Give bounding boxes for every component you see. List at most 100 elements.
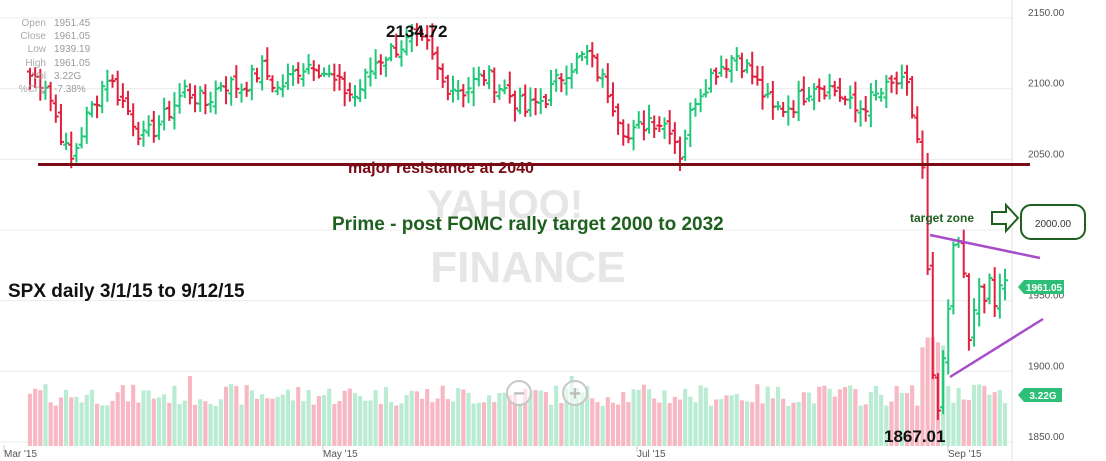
volume-bar [626,401,631,446]
volume-bar [456,388,461,446]
volume-bar [43,384,48,446]
volume-bar [435,398,440,446]
volume-bar [368,400,373,446]
volume-bar [84,394,89,446]
volume-bar [879,394,884,446]
volume-bar [419,398,425,446]
volume-bar [254,398,260,446]
volume-bar [497,393,502,446]
volume-bar [265,398,270,446]
y-tick-label: 1950.00 [1028,291,1065,302]
volume-bar [1002,403,1008,446]
info-panel: Open 1951.45 Close 1961.05 Low 1939.19 High… [4,17,90,96]
volume-bar [750,402,755,446]
volume-bar [858,405,863,446]
volume-bar [440,385,445,446]
volume-bar [884,405,889,446]
volume-tag-value: 3.22G [1029,391,1056,402]
volume-bar [564,388,569,446]
volume-bar [280,394,285,446]
volume-bar [172,385,177,446]
volume-bar [120,385,125,446]
volume-bar [105,405,110,446]
volume-bar [306,389,311,446]
volume-bar [239,404,244,446]
zoom-out-button[interactable]: − [506,380,532,406]
volume-bar [719,399,724,446]
volume-bar [48,402,53,446]
volume-bar [177,404,182,446]
volume-bar [182,400,187,446]
volume-bar [657,402,662,446]
y-tick-label: 2100.00 [1028,79,1065,90]
volume-bar [198,399,203,446]
zoom-in-icon: + [569,383,581,405]
volume-bar [528,391,533,446]
volume-bar [461,389,466,446]
volume-bar [507,394,512,446]
volume-bar [146,390,151,446]
x-tick-label: Sep '15 [948,449,982,460]
volume-bar [961,399,966,446]
volume-bar [786,405,791,446]
volume-bar [930,337,935,446]
volume-bar [167,402,172,446]
volume-bar [863,404,868,446]
volume-bar [683,388,688,446]
volume-bar [734,394,739,446]
volume-bar [559,403,564,446]
volume-bar [332,404,337,446]
volume-bar [765,386,770,446]
volume-bar [543,391,548,446]
volume-bar [533,390,538,446]
volume-bar [492,402,497,446]
volume-bar [946,386,951,446]
info-row-high: High 1961.05 [4,57,90,70]
volume-bar [151,398,156,446]
volume-bar [605,397,610,446]
volume-bar [915,405,920,446]
volume-bar [616,404,621,446]
volume-bar [481,402,487,446]
yahoo-finance-watermark: YAHOO! FINANCE [427,183,626,292]
watermark-line2: FINANCE [430,243,626,292]
volume-bar [590,398,595,446]
volume-bar [208,403,213,446]
target-zone-label: target zone [910,211,974,225]
zoom-in-button[interactable]: + [562,380,588,406]
volume-bar [889,401,894,446]
volume-bar [827,388,832,446]
volume-bar [193,404,198,446]
info-value: 1961.05 [54,31,91,43]
volume-tag-shape [1018,388,1062,402]
volume-bar [229,384,234,446]
info-label: Vol [32,70,46,82]
volume-bar [512,394,517,446]
volume-bar [404,395,409,446]
target-zone-value: 2000.00 [1035,219,1072,230]
volume-bar [708,405,714,446]
info-row-open: Open 1951.45 [4,17,91,30]
volume-bar [724,395,729,446]
volume-bar [502,392,507,446]
volume-bar [677,399,683,446]
volume-bar [693,402,698,446]
volume-bar [100,405,105,446]
x-tick-label: Mar '15 [4,449,37,460]
y-tick-label: 2150.00 [1028,8,1065,19]
y-tick-label: 1850.00 [1028,432,1065,443]
info-value: 3.22G [54,70,82,82]
triangle-lower-line [949,317,1044,379]
volume-bar [997,389,1002,446]
volume-bar [523,388,528,446]
volume-bar [327,388,332,446]
volume-bar [760,403,765,446]
volume-bar [910,385,915,446]
volume-bar [316,396,321,446]
volume-bar [729,395,734,446]
volume-bar [347,388,352,446]
volume-bar [64,389,69,446]
volume-bar [770,398,775,446]
volume-bar [89,389,94,446]
volume-bar [487,395,492,446]
